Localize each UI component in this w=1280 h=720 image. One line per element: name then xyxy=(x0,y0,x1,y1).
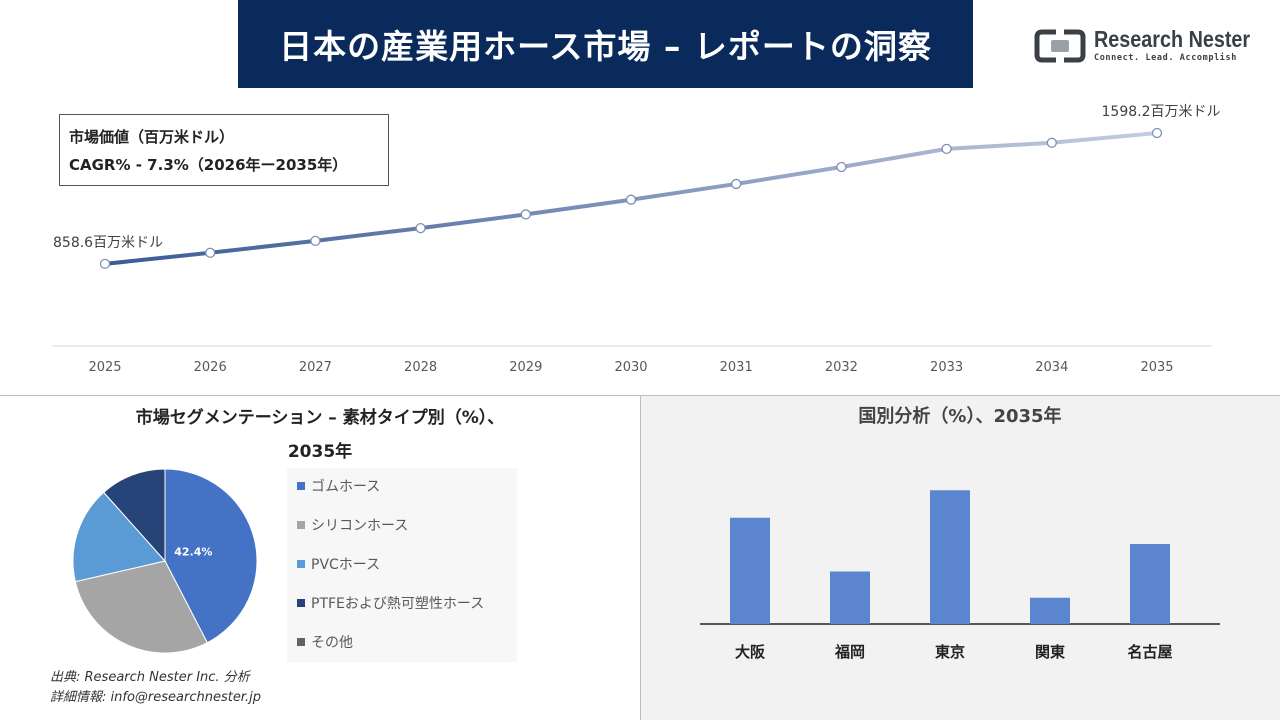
legend-item: その他 xyxy=(297,632,353,652)
data-point-2026 xyxy=(205,247,216,258)
data-label: 1598.2百万米ドル xyxy=(1102,104,1221,120)
bar-category-label: 関東 xyxy=(1035,643,1065,661)
bar-chart-title: 国別分析（%）、2035年 xyxy=(858,406,1062,427)
legend-label: PTFEおよび熱可塑性ホース xyxy=(311,596,485,612)
x-tick-label: 2034 xyxy=(1035,360,1068,375)
bar-福岡 xyxy=(830,571,870,624)
data-point-2031 xyxy=(731,178,742,190)
bar-category-label: 名古屋 xyxy=(1127,643,1172,661)
market-info-box: 市場価値（百万米ドル） CAGR% - 7.3%（2026年ー2035年） xyxy=(59,114,389,186)
x-tick-label: 2027 xyxy=(299,360,332,375)
x-tick-label: 2030 xyxy=(614,360,647,375)
country-bar-chart: 大阪 福岡 東京 関東 名古屋 xyxy=(700,490,1220,661)
legend-swatch xyxy=(297,560,305,568)
legend-item: PVCホース xyxy=(297,554,380,574)
bar-category-label: 福岡 xyxy=(834,643,865,661)
pie-slice xyxy=(164,468,258,644)
x-tick-label: 2033 xyxy=(930,360,963,375)
pie-chart-title: 市場セグメンテーション – 素材タイプ別（%）、 2035年 xyxy=(40,401,600,469)
legend-swatch xyxy=(297,482,305,490)
legend-label: その他 xyxy=(311,635,353,651)
data-point-2030 xyxy=(625,194,637,205)
x-tick-label: 2035 xyxy=(1140,360,1173,375)
legend-label: ゴムホース xyxy=(311,479,381,495)
pie-title-line1: 市場セグメンテーション – 素材タイプ別（%）、 xyxy=(135,408,505,428)
data-point-2028 xyxy=(415,222,426,234)
bar-名古屋 xyxy=(1130,544,1170,624)
data-point-2034 xyxy=(1046,137,1057,148)
data-point-2032 xyxy=(836,161,847,173)
legend-item: シリコンホース xyxy=(297,515,408,535)
legend-label: PVCホース xyxy=(311,557,381,573)
data-point-2025 xyxy=(99,258,111,270)
bar-大阪 xyxy=(730,517,770,624)
market-value-line-chart: 2025 2026 2027 2028 2029 2030 2031 2032 2033 2034… xyxy=(52,104,1221,375)
bar-東京 xyxy=(930,490,970,624)
cagr-label: CAGR% - 7.3%（2026年ー2035年） xyxy=(69,156,348,174)
data-point-2035 xyxy=(1151,127,1163,139)
pie-slice xyxy=(103,468,166,563)
data-point-2033 xyxy=(941,143,952,154)
source-line: 出典: Research Nester Inc. 分析 xyxy=(50,670,250,685)
logo-tagline: Connect. Lead. Accomplish xyxy=(1094,53,1237,63)
material-type-pie-chart: 42.4% xyxy=(72,468,258,654)
legend-label: シリコンホース xyxy=(311,518,409,534)
data-label: 858.6百万米ドル xyxy=(53,235,163,251)
logo-mark-icon xyxy=(1034,29,1086,63)
market-value-label: 市場価値（百万米ドル） xyxy=(69,128,235,146)
x-tick-label: 2029 xyxy=(509,360,542,375)
legend-swatch xyxy=(297,599,305,607)
legend-swatch xyxy=(297,638,305,646)
x-tick-label: 2032 xyxy=(825,360,858,375)
pie-slice xyxy=(74,560,208,654)
legend-item: ゴムホース xyxy=(297,476,380,496)
x-tick-label: 2028 xyxy=(404,360,437,375)
bar-関東 xyxy=(1030,597,1070,624)
data-point-2029 xyxy=(520,209,531,220)
x-tick-label: 2025 xyxy=(88,360,121,375)
logo-name: Research Nester xyxy=(1094,26,1251,52)
bar-category-label: 大阪 xyxy=(735,643,766,661)
contact-line: 詳細情報: info@researchnester.jp xyxy=(50,690,261,705)
pie-data-label: 42.4% xyxy=(174,546,212,559)
x-tick-label: 2031 xyxy=(720,360,753,375)
source-note: 出典: Research Nester Inc. 分析 詳細情報: info@r… xyxy=(50,668,261,708)
pie-slice xyxy=(72,491,166,583)
page-title: 日本の産業用ホース市場 – レポートの洞察 xyxy=(238,0,973,88)
legend-swatch xyxy=(297,521,305,529)
pie-legend: ゴムホースシリコンホース PVCホース PTFEおよび熱可塑性ホース その他 xyxy=(287,468,517,662)
bar-category-label: 東京 xyxy=(935,643,965,661)
pie-title-line2: 2035年 xyxy=(287,442,353,462)
research-nester-logo[interactable]: Research Nester Connect. Lead. Accomplis… xyxy=(1034,26,1254,66)
x-tick-label: 2026 xyxy=(194,360,227,375)
legend-item: PTFEおよび熱可塑性ホース xyxy=(297,593,484,613)
data-point-2027 xyxy=(310,235,321,247)
section-divider xyxy=(0,395,1280,396)
